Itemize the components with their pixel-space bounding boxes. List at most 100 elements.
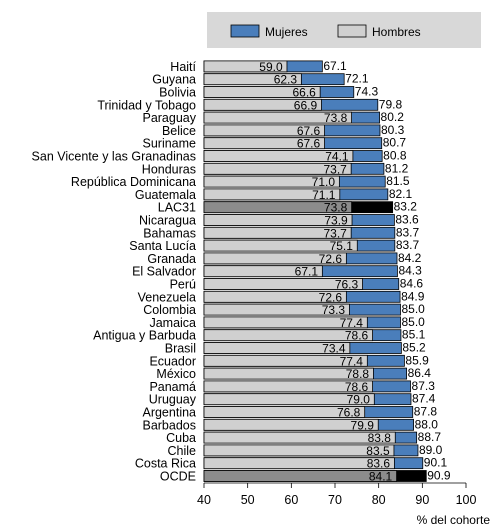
category-label-mexico: México [156,367,196,381]
value-label-mujeres-jamaica: 85.0 [402,315,426,329]
value-label-mujeres-costa-rica: 90.1 [424,456,448,470]
x-tick-label-100: 100 [456,493,477,507]
value-label-hombres-granada: 72.6 [319,252,343,266]
value-label-mujeres-belice: 80.3 [381,123,405,137]
bar-hombres-uruguay [203,393,375,406]
bar-hombres-el-salvador [203,265,323,278]
value-label-hombres-panama: 78.6 [345,380,369,394]
category-label-ocde: OCDE [160,470,196,484]
bar-hombres-chile [203,444,395,457]
bar-hombres-granada [203,252,347,265]
value-label-mujeres-el-salvador: 84.3 [398,264,422,278]
value-label-hombres-honduras: 73.7 [323,162,347,176]
value-label-hombres-antigua-y-barbuda: 78.6 [345,329,369,343]
x-tick-label-80: 80 [372,493,386,507]
category-label-antigua-y-barbuda: Antigua y Barbuda [93,329,196,343]
value-label-mujeres-bolivia: 74.3 [355,85,379,99]
category-label-lac31: LAC31 [158,201,196,215]
value-label-mujeres-ocde: 90.9 [427,469,451,483]
bar-hombres-suriname [203,137,325,150]
value-label-hombres-argentina: 76.8 [337,406,361,420]
value-label-mujeres-brasil: 85.2 [402,341,426,355]
bar-hombres-nicaragua [203,214,353,226]
x-tick-label-60: 60 [284,493,298,507]
category-label-chile: Chile [168,444,197,458]
value-label-mujeres-mexico: 86.4 [408,366,432,380]
value-label-mujeres-uruguay: 87.4 [412,392,436,406]
bar-hombres-bahamas [203,226,352,239]
bar-hombres-paraguay [203,111,352,124]
category-label-peru: Perú [170,278,196,292]
value-label-hombres-trinidad-y-tobago: 66.9 [294,98,318,112]
bar-hombres-colombia [203,303,350,316]
value-label-hombres-venezuela: 72.6 [319,290,343,304]
value-label-hombres-suriname: 67.6 [297,137,321,151]
bar-hombres-santa-lucia [203,239,358,252]
legend: Mujeres Hombres [207,12,481,48]
value-label-mujeres-suriname: 80.7 [383,136,407,150]
bar-hombres-costa-rica [203,457,395,470]
value-label-hombres-uruguay: 79.0 [347,393,371,407]
category-label-costa-rica: Costa Rica [135,457,196,471]
value-label-hombres-guyana: 62.3 [274,73,298,87]
value-label-hombres-costa-rica: 83.6 [367,457,391,471]
value-label-mujeres-antigua-y-barbuda: 85.1 [402,328,426,342]
bar-hombres-trinidad-y-tobago [203,98,322,111]
value-label-hombres-colombia: 73.3 [322,303,346,317]
category-label-paraguay: Paraguay [142,111,196,125]
bar-hombres-venezuela [203,290,347,303]
value-label-mujeres-guyana: 72.1 [345,72,369,86]
category-label-panama: Panamá [149,380,196,394]
value-label-hombres-jamaica: 77.4 [340,316,364,330]
value-label-mujeres-honduras: 81.2 [385,161,409,175]
category-label-ecuador: Ecuador [149,354,196,368]
category-label-haiti: Haití [170,60,196,74]
x-tick-label-50: 50 [241,493,255,507]
value-label-hombres-cuba: 83.8 [368,431,392,445]
value-label-hombres-bahamas: 73.7 [323,226,347,240]
category-label-honduras: Honduras [142,162,196,176]
value-label-hombres-bolivia: 66.6 [292,86,316,100]
value-labels: 59.0 67.1 62.3 72.1 66.6 74.3 66.9 79.8 73.8 80.2… [259,59,451,484]
bar-hombres-ecuador [203,354,368,367]
bar-hombres-belice [203,124,325,137]
bar-hombres-peru [203,278,363,290]
x-tick-label-40: 40 [197,493,211,507]
category-label-venezuela: Venezuela [138,290,196,304]
x-axis-label: % del cohorte [417,513,491,527]
value-label-mujeres-haiti: 67.1 [323,59,347,73]
value-label-mujeres-cuba: 88.7 [418,430,442,444]
category-label-nicaragua: Nicaragua [139,214,196,228]
value-label-hombres-peru: 76.3 [335,278,359,292]
value-label-mujeres-barbados: 88.0 [415,417,439,431]
category-label-bolivia: Bolivia [159,86,196,100]
bar-hombres-guyana [203,73,302,86]
legend-swatch-mujeres [230,24,260,38]
value-label-hombres-ocde: 84.1 [369,470,393,484]
value-label-mujeres-trinidad-y-tobago: 79.8 [379,97,403,111]
value-label-hombres-chile: 83.5 [366,444,390,458]
legend-swatch-hombres [337,24,367,38]
category-label-santa-lucia: Santa Lucía [129,239,196,253]
value-label-mujeres-paraguay: 80.2 [381,110,405,124]
category-label-bahamas: Bahamas [143,226,196,240]
category-label-jamaica: Jamaica [149,316,196,330]
category-label-belice: Belice [162,124,196,138]
value-label-hombres-belice: 67.6 [297,124,321,138]
value-label-hombres-el-salvador: 67.1 [295,265,319,279]
category-label-uruguay: Uruguay [149,393,197,407]
value-label-mujeres-argentina: 87.8 [414,405,438,419]
bar-hombres-brasil [203,342,351,354]
category-label-barbados: Barbados [142,418,196,432]
value-label-mujeres-guatemala: 82.1 [389,187,413,201]
bar-hombres-republica-dominicana [203,175,340,188]
value-label-mujeres-granada: 84.2 [398,251,422,265]
category-label-suriname: Suriname [143,137,197,151]
bar-hombres-barbados [203,418,379,431]
value-label-mujeres-peru: 84.6 [400,277,424,291]
bar-hombres-argentina [203,406,366,418]
value-label-mujeres-lac31: 83.2 [394,200,418,214]
category-label-guyana: Guyana [152,73,196,87]
category-label-argentina: Argentina [142,406,196,420]
category-label-guatemala: Guatemala [135,188,196,202]
